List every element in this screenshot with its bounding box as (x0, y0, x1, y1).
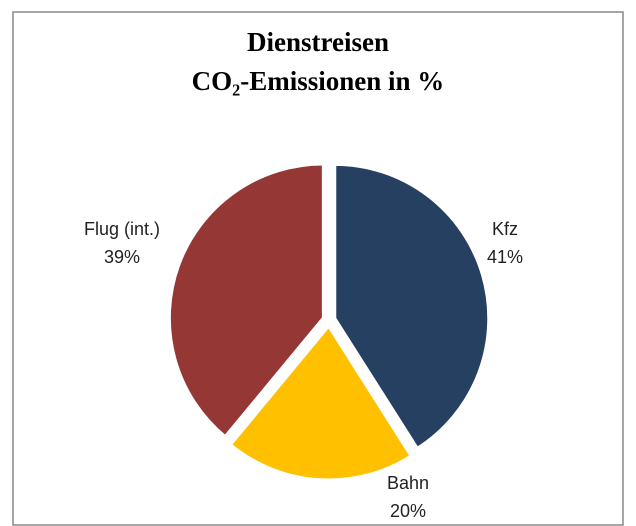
slice-value-label: 39% (104, 247, 140, 267)
slice-value-label: 41% (487, 247, 523, 267)
slice-label: Bahn (387, 473, 429, 493)
pie-slice (228, 323, 414, 482)
chart-title: CO₂-Emissionen in % (192, 66, 445, 96)
pie-slice (333, 162, 491, 451)
pie-slice (167, 162, 325, 439)
slice-label: Kfz (492, 219, 518, 239)
slice-value-label: 20% (390, 501, 426, 521)
slice-label: Flug (int.) (84, 219, 160, 239)
chart-title: Dienstreisen (247, 27, 389, 57)
